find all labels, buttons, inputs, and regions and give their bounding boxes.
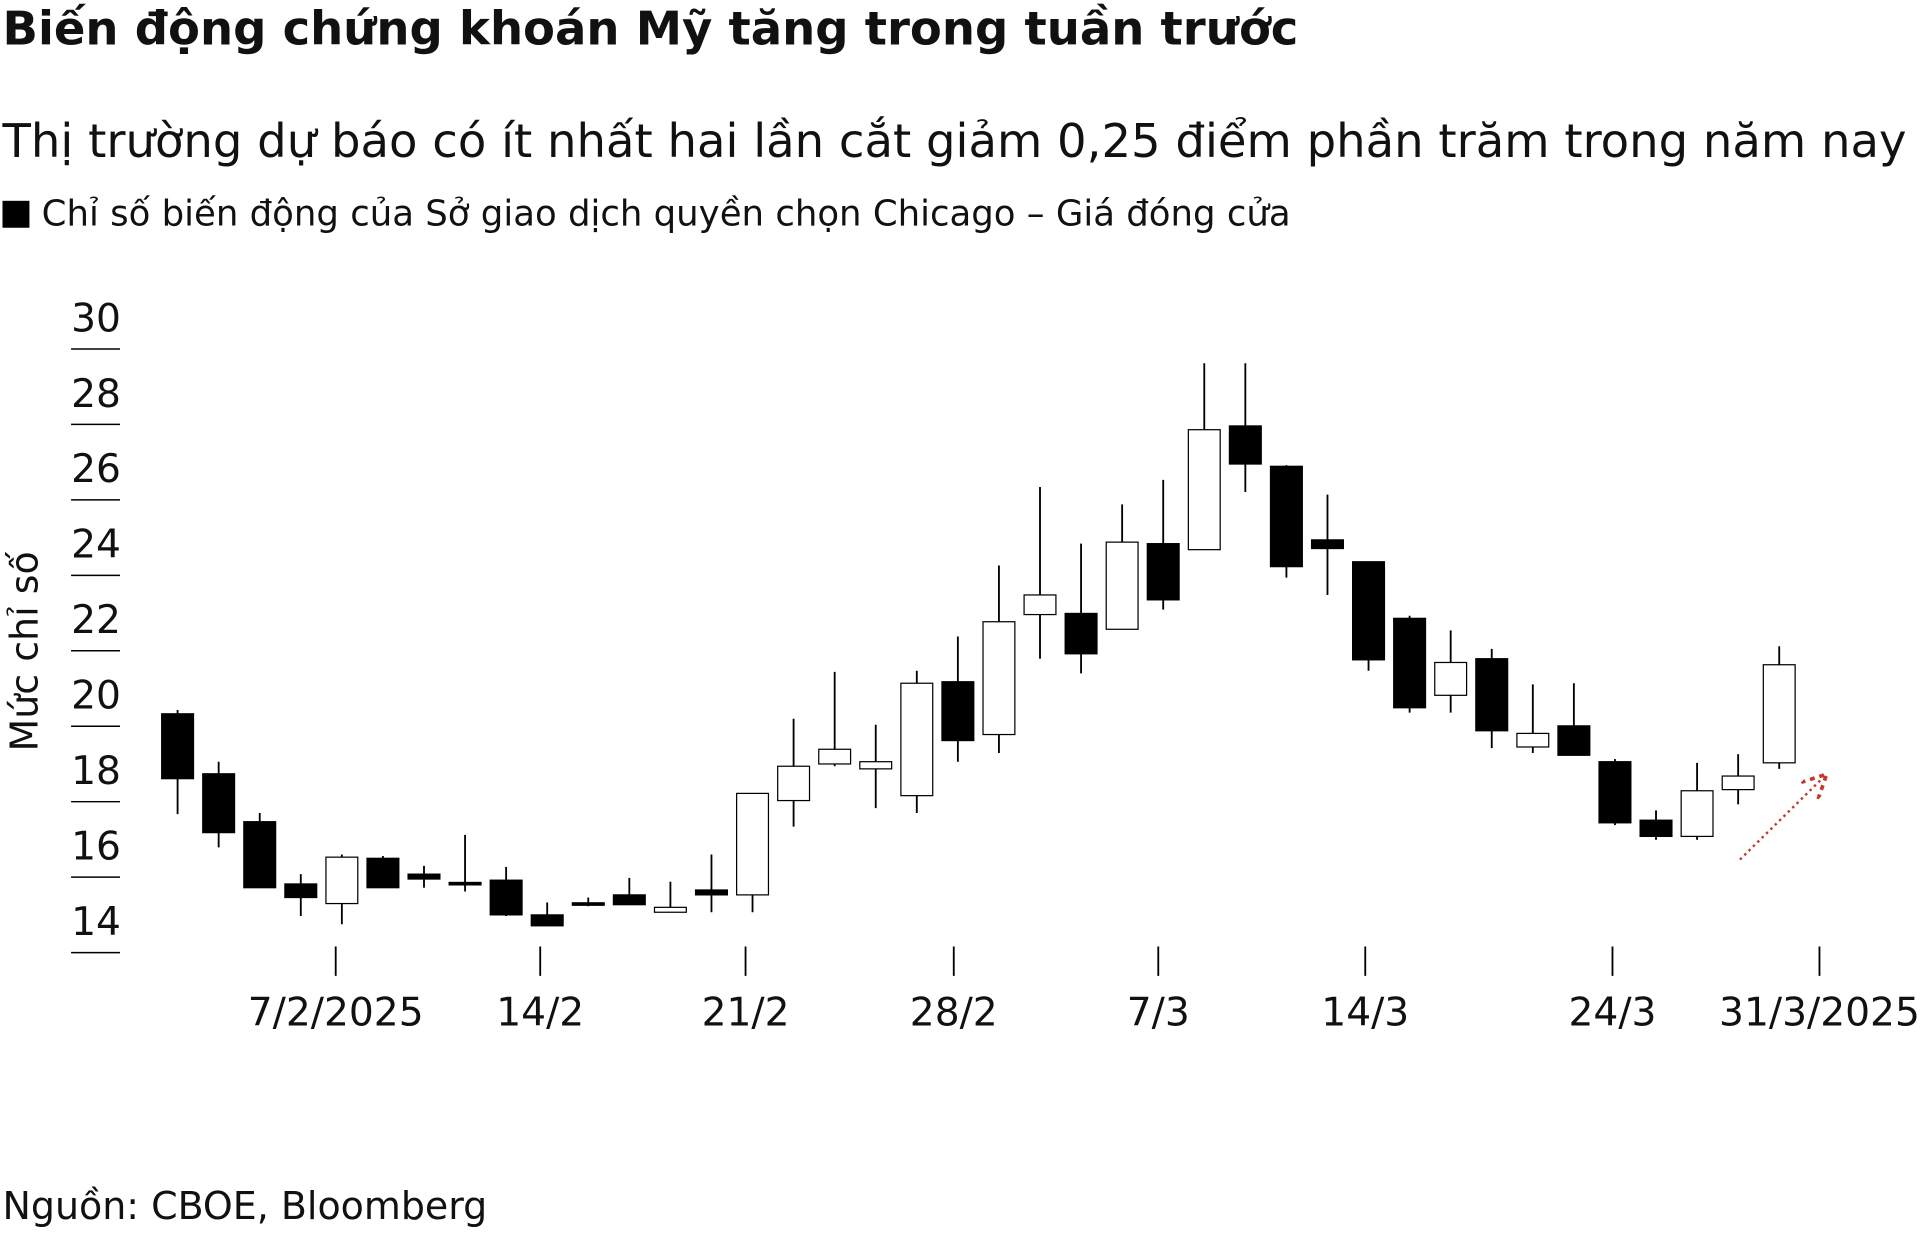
candle-body (1557, 725, 1591, 756)
x-tick-label: 14/2 (496, 991, 584, 1036)
candle-body (1146, 543, 1180, 601)
candle-body (571, 902, 605, 906)
candle-body (1393, 617, 1427, 709)
candle-body (489, 879, 523, 916)
candle-body (530, 914, 564, 927)
candle-body (653, 906, 687, 913)
candle-body (1352, 561, 1386, 661)
candle-body (1269, 465, 1303, 568)
candle-body (736, 792, 770, 896)
candle-body (859, 761, 893, 770)
y-tick-label: 14 (71, 900, 121, 945)
legend-swatch (2, 200, 30, 228)
candle-body (777, 765, 811, 802)
candle-body (1310, 539, 1345, 550)
candle-body (1762, 664, 1796, 764)
candle-body (818, 748, 852, 765)
candle-body (982, 621, 1016, 736)
chart-title: Biến động chứng khoán Mỹ tăng trong tuần… (2, 1, 1298, 55)
legend-label: Chỉ số biến động của Sở giao dịch quyền … (42, 193, 1291, 234)
x-tick-label: 7/2/2025 (248, 991, 424, 1036)
candle-body (1475, 658, 1509, 732)
candle-body (900, 682, 934, 797)
candle-body (1228, 425, 1262, 465)
candle-body (366, 857, 400, 889)
candle-body (1064, 612, 1098, 655)
candle-body (202, 773, 236, 834)
candle-body (161, 713, 195, 780)
candle-body (1434, 661, 1468, 696)
y-tick-label: 20 (71, 674, 121, 719)
candle-body (243, 821, 277, 889)
candle-body (1598, 761, 1632, 824)
source: Nguồn: CBOE, Bloomberg (2, 1184, 487, 1228)
y-tick-label: 26 (71, 447, 121, 492)
x-tick-label: 21/2 (702, 991, 790, 1036)
candle-body (1105, 541, 1139, 630)
candle-body (1680, 790, 1714, 838)
candle-body (1516, 732, 1550, 748)
y-tick-label: 28 (71, 372, 121, 417)
y-tick-label: 18 (71, 749, 121, 794)
candle-body (941, 681, 975, 742)
candle-body (325, 856, 359, 905)
candle-body (284, 883, 318, 899)
y-tick-label: 30 (71, 296, 121, 341)
chart-subtitle: Thị trường dự báo có ít nhất hai lần cắt… (1, 114, 1906, 168)
candle-body (694, 889, 728, 896)
x-tick-label: 7/3 (1127, 991, 1190, 1036)
x-tick-label: 24/3 (1568, 991, 1656, 1036)
candle-body (1721, 775, 1755, 791)
x-tick-label: 14/3 (1321, 991, 1409, 1036)
candle-body (448, 881, 482, 886)
y-tick-label: 24 (71, 523, 121, 568)
candle-body (1023, 594, 1057, 616)
candle-body (1639, 819, 1673, 838)
candle-body (407, 873, 441, 880)
y-tick-label: 22 (71, 598, 121, 643)
candle-body (612, 894, 646, 906)
x-tick-label: 31/3/2025 (1719, 991, 1920, 1036)
y-axis-label: Mức chỉ số (2, 551, 46, 751)
annotation-arrow (1739, 778, 1823, 861)
x-tick-label: 28/2 (910, 991, 998, 1036)
candle-body (1187, 429, 1221, 551)
y-tick-label: 16 (71, 824, 121, 869)
